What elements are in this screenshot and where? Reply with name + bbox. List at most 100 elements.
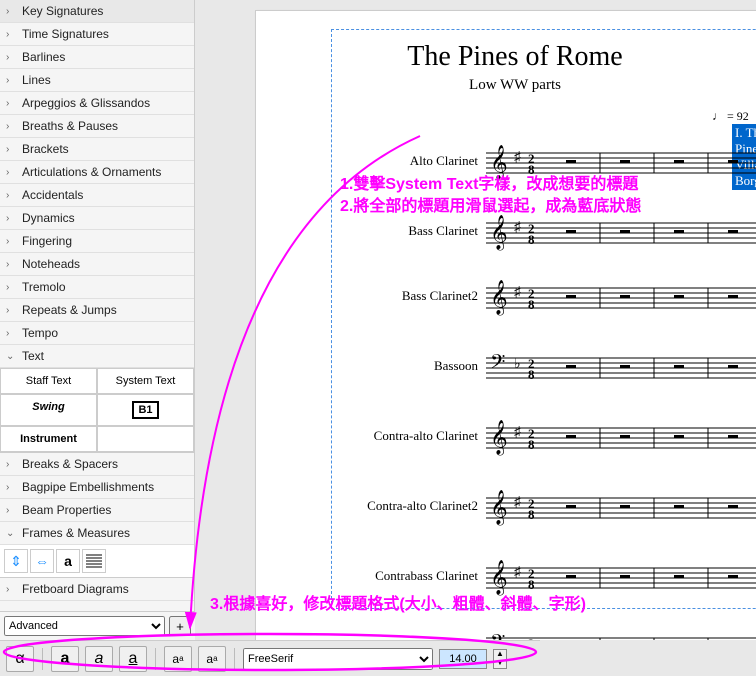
chevron-icon: ⌄ [6,528,16,539]
workspace-select[interactable]: Advanced [4,616,165,636]
font-size-spinner[interactable]: ▲▼ [493,649,507,669]
svg-text:8: 8 [528,507,535,522]
instrument-label: Contra-alto Clarinet [256,428,486,444]
svg-text:♯: ♯ [514,283,522,299]
score-subtitle[interactable]: Low WW parts [256,77,756,94]
palette-fretboard[interactable]: › Fretboard Diagrams [0,578,194,601]
system-text-item[interactable]: System Text [97,368,194,394]
staff-lines[interactable]: 𝄞♯28 [486,215,756,247]
font-size-input[interactable]: 14.00 [439,649,487,669]
svg-text:8: 8 [528,437,535,452]
chevron-icon: › [6,328,16,339]
frame-measure-icon[interactable] [82,549,106,573]
staff-lines[interactable]: 𝄞♯28 [486,560,756,592]
palette-accidentals[interactable]: ›Accidentals [0,184,194,207]
palette-lines[interactable]: ›Lines [0,69,194,92]
palette-dynamics[interactable]: ›Dynamics [0,207,194,230]
svg-text:𝄢: 𝄢 [490,352,505,378]
chevron-icon: › [6,75,16,86]
annotation-step3: 3.根據喜好，修改標題格式(大小、粗體、斜體、字形) [210,590,586,614]
staff-lines[interactable]: 𝄞♯28 [486,490,756,522]
svg-text:𝄞: 𝄞 [490,215,508,251]
instrument-label: Contrabass Clarinet [256,568,486,584]
bold-button[interactable]: a [51,646,79,672]
palette-key-signatures[interactable]: ›Key Signatures [0,0,194,23]
staff-lines[interactable]: 𝄢♭28 [486,350,756,382]
palette-breaths-pauses[interactable]: ›Breaths & Pauses [0,115,194,138]
chevron-icon: › [6,259,16,270]
palette-articulations-ornaments[interactable]: ›Articulations & Ornaments [0,161,194,184]
staff-row[interactable]: Bass Clarinet2𝄞♯28 [256,276,756,316]
frame-text-icon[interactable]: a [56,549,80,573]
svg-text:8: 8 [528,232,535,247]
chevron-icon: › [6,482,16,493]
staff-lines[interactable]: 𝄢28 [486,630,756,640]
score-title[interactable]: The Pines of Rome [256,41,756,73]
palette-time-signatures[interactable]: ›Time Signatures [0,23,194,46]
frames-measures-row: ⇕ ⇔ a [0,545,194,578]
palette-arpeggios-glissandos[interactable]: ›Arpeggios & Glissandos [0,92,194,115]
instrument-label: Contra-alto Clarinet2 [256,498,486,514]
palette-bagpipe-embellishments[interactable]: ›Bagpipe Embellishments [0,476,194,499]
subscript-button[interactable]: aa [164,646,192,672]
staff-text-item[interactable]: Staff Text [0,368,97,394]
superscript-button[interactable]: aa [198,646,226,672]
staff-row[interactable]: Contra-alto Clarinet2𝄞♯28 [256,486,756,526]
staff-row[interactable]: Contrabassoon𝄢28 [256,626,756,640]
palette-tempo[interactable]: ›Tempo [0,322,194,345]
instrument-label: Bass Clarinet2 [256,288,486,304]
staff-row[interactable]: Bassoon𝄢♭28 [256,346,756,386]
staff-row[interactable]: Bass Clarinet𝄞♯28 [256,211,756,251]
score-page[interactable]: The Pines of Rome Low WW parts ♩ = 92 I.… [255,10,756,640]
text-palette-grid: Staff Text System Text Swing B1 Instrume… [0,368,194,453]
palette-frames-measures[interactable]: ⌄Frames & Measures [0,522,194,545]
svg-text:♯: ♯ [514,218,522,234]
underline-button[interactable]: a [119,646,147,672]
staff-lines[interactable]: 𝄞♯28 [486,280,756,312]
palette-beam-properties[interactable]: ›Beam Properties [0,499,194,522]
frame-horizontal-icon[interactable]: ⇔ [30,549,54,573]
chevron-icon: › [6,6,16,17]
chevron-icon: › [6,459,16,470]
empty-cell [97,426,194,452]
palette-breaks-spacers[interactable]: ›Breaks & Spacers [0,453,194,476]
add-palette-button[interactable]: + [169,616,191,636]
frame-vertical-icon[interactable]: ⇕ [4,549,28,573]
svg-text:8: 8 [528,367,535,382]
instrument-label: Alto Clarinet [256,153,486,169]
chevron-icon: › [6,98,16,109]
score-area: The Pines of Rome Low WW parts ♩ = 92 I.… [195,0,756,640]
separator [42,648,43,670]
palette-brackets[interactable]: ›Brackets [0,138,194,161]
special-char-button[interactable]: α [6,646,34,672]
italic-button[interactable]: a [85,646,113,672]
advanced-bar: Advanced + [0,611,195,640]
palette-noteheads[interactable]: ›Noteheads [0,253,194,276]
chevron-icon: › [6,213,16,224]
swing-item[interactable]: Swing [0,394,97,426]
chevron-icon: ⌄ [6,351,16,362]
chevron-icon: › [6,282,16,293]
palette-fingering[interactable]: ›Fingering [0,230,194,253]
separator [155,648,156,670]
text-format-toolbar: α a a a aa aa FreeSerif 14.00 ▲▼ [0,640,540,676]
svg-text:♯: ♯ [514,148,522,164]
annotation-step2: 2.將全部的標題用滑鼠選起，成為藍底狀態 [340,192,641,216]
chevron-icon: › [6,167,16,178]
palette-repeats-jumps[interactable]: ›Repeats & Jumps [0,299,194,322]
svg-text:♯: ♯ [514,493,522,509]
svg-text:𝄞: 𝄞 [490,490,508,526]
b1-item[interactable]: B1 [97,394,194,426]
svg-text:8: 8 [528,297,535,312]
palette-barlines[interactable]: ›Barlines [0,46,194,69]
staff-lines[interactable]: 𝄞♯28 [486,420,756,452]
font-family-select[interactable]: FreeSerif [243,648,433,670]
instrument-label: Bassoon [256,358,486,374]
tempo-marking[interactable]: ♩ = 92 [712,109,749,124]
svg-text:𝄢: 𝄢 [490,632,505,640]
staff-row[interactable]: Contra-alto Clarinet𝄞♯28 [256,416,756,456]
svg-text:𝄞: 𝄞 [490,420,508,456]
palette-text[interactable]: ⌄Text [0,345,194,368]
palette-tremolo[interactable]: ›Tremolo [0,276,194,299]
instrument-item[interactable]: Instrument [0,426,97,452]
